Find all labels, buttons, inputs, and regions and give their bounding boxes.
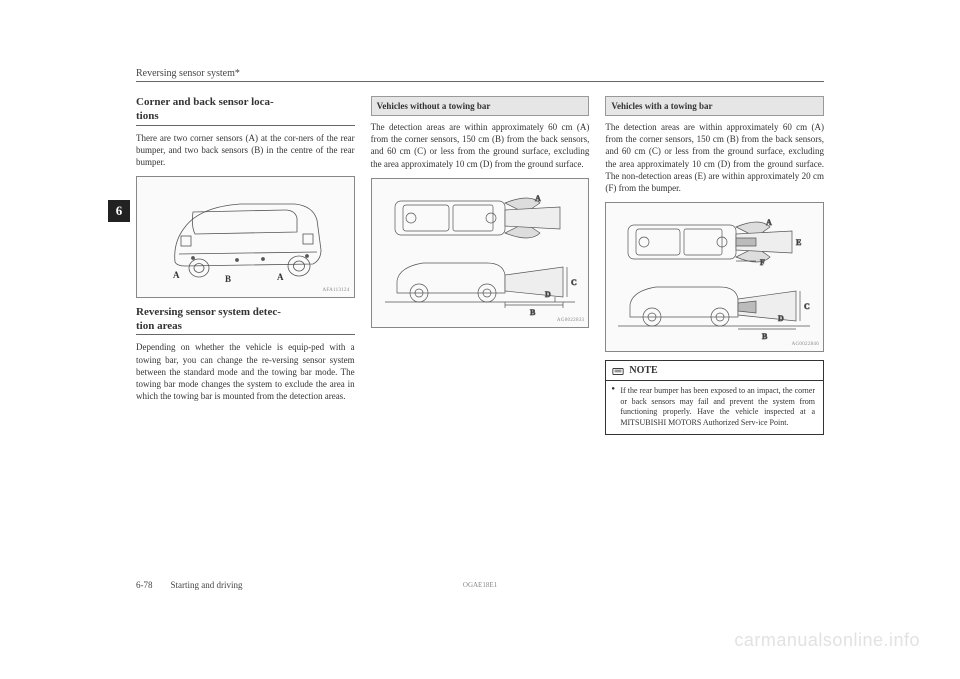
- svg-text:B: B: [762, 332, 768, 341]
- svg-text:A: A: [766, 218, 772, 227]
- figure-detection-with-towbar: A E F B: [605, 202, 824, 352]
- page-number: 6-78: [136, 580, 153, 590]
- note-body-text: If the rear bumper has been exposed to a…: [606, 381, 823, 434]
- heading-sensor-locations: Corner and back sensor loca- tions: [136, 96, 355, 126]
- figure-rear-bumper: A B A AFA113124: [136, 176, 355, 298]
- column-2: Vehicles without a towing bar The detect…: [371, 96, 590, 435]
- paragraph: There are two corner sensors (A) at the …: [136, 132, 355, 168]
- subheading-with-towbar: Vehicles with a towing bar: [605, 96, 824, 116]
- detection-diagram-no-towbar: A: [375, 183, 585, 323]
- running-header: Reversing sensor system*: [136, 68, 824, 82]
- note-box: NOTE If the rear bumper has been exposed…: [605, 360, 824, 435]
- paragraph: Depending on whether the vehicle is equi…: [136, 341, 355, 402]
- note-header: NOTE: [606, 361, 823, 382]
- svg-text:A: A: [277, 272, 284, 282]
- page-footer: 6-78 Starting and driving OGAE18E1: [136, 580, 824, 590]
- figure-id: AG0022846: [792, 342, 819, 349]
- figure-id: AG0022833: [557, 318, 584, 325]
- note-title: NOTE: [629, 364, 657, 378]
- figure-id: AFA113124: [323, 288, 350, 295]
- heading-detection-areas: Reversing sensor system detec- tion area…: [136, 306, 355, 336]
- watermark: carmanualsonline.info: [734, 630, 920, 651]
- column-3: Vehicles with a towing bar The detection…: [605, 96, 824, 435]
- column-1: Corner and back sensor loca- tions There…: [136, 96, 355, 435]
- page-content: Reversing sensor system* Corner and back…: [136, 68, 824, 608]
- svg-text:C: C: [804, 302, 810, 311]
- paragraph: The detection areas are within approxima…: [605, 121, 824, 194]
- three-column-layout: Corner and back sensor loca- tions There…: [136, 96, 824, 435]
- svg-text:B: B: [530, 308, 536, 317]
- document-id: OGAE18E1: [463, 581, 497, 589]
- svg-text:A: A: [173, 270, 180, 280]
- svg-text:B: B: [225, 274, 231, 284]
- figure-detection-no-towbar: A: [371, 178, 590, 328]
- svg-text:E: E: [796, 238, 801, 247]
- vehicle-rear-illustration: A B A: [145, 182, 345, 292]
- paragraph: The detection areas are within approxima…: [371, 121, 590, 170]
- note-icon: [612, 366, 624, 376]
- subheading-without-towbar: Vehicles without a towing bar: [371, 96, 590, 116]
- svg-text:D: D: [778, 314, 784, 323]
- svg-text:A: A: [535, 194, 541, 203]
- chapter-tab: 6: [108, 200, 130, 222]
- detection-diagram-with-towbar: A E F B: [610, 207, 820, 347]
- svg-text:D: D: [545, 290, 551, 299]
- svg-text:F: F: [760, 258, 765, 267]
- svg-text:C: C: [571, 278, 577, 287]
- footer-section-name: Starting and driving: [171, 580, 243, 590]
